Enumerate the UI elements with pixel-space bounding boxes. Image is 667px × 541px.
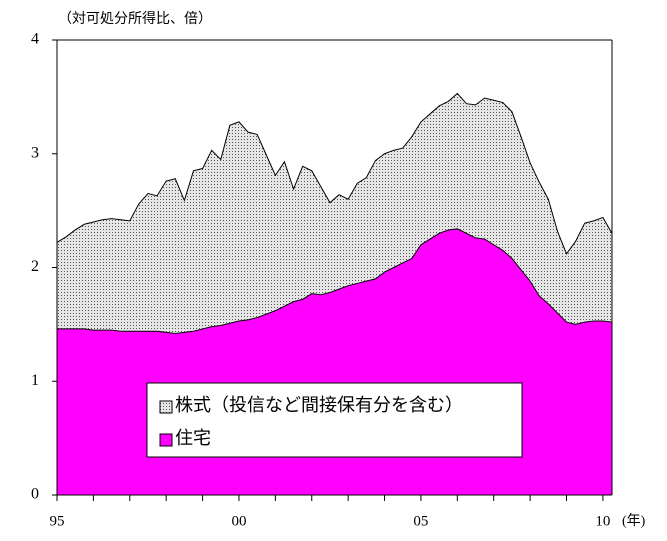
y-tick-label: 3 — [31, 144, 39, 161]
y-tick-label: 2 — [31, 258, 39, 275]
x-tick-label: 05 — [413, 513, 428, 529]
x-tick-label: 95 — [50, 513, 65, 529]
x-axis-label: (年) — [622, 513, 646, 529]
x-tick-label: 00 — [231, 513, 246, 529]
x-tick-label: 10 — [595, 513, 610, 529]
legend-label: 住宅 — [175, 428, 211, 448]
y-tick-label: 0 — [31, 486, 39, 503]
y-tick-label: 1 — [31, 372, 39, 389]
legend-box — [146, 382, 523, 458]
legend-label: 株式（投信など間接保有分を含む） — [175, 395, 463, 415]
legend-swatch — [159, 433, 173, 447]
y-axis-label: （対可処分所得比、倍） — [58, 10, 212, 27]
legend: 株式（投信など間接保有分を含む） 住宅 — [146, 382, 523, 458]
y-tick-label: 4 — [31, 31, 39, 48]
legend-swatch — [159, 400, 173, 414]
